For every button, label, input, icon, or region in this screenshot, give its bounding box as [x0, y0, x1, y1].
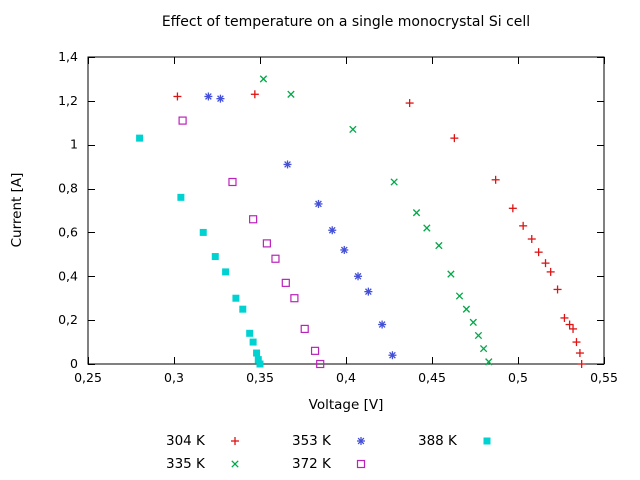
cross-marker-icon	[231, 459, 239, 468]
y-tick-label: 1,2	[58, 93, 78, 108]
y-tick-label: 0,4	[58, 268, 78, 283]
open-square-marker-icon	[356, 459, 366, 468]
x-tick-label: 0,35	[246, 370, 274, 385]
legend-label-353k: 353 K	[292, 432, 331, 449]
x-tick-label: 0,55	[590, 370, 618, 385]
series-388-k	[136, 134, 264, 368]
legend-label-335k: 335 K	[166, 455, 205, 472]
x-axis-label: Voltage [V]	[308, 397, 384, 413]
legend-label-304k: 304 K	[166, 432, 205, 449]
series-353-k	[204, 92, 397, 360]
legend-label-388k: 388 K	[418, 432, 457, 449]
series-304-k	[173, 90, 586, 368]
x-tick-label: 0,45	[418, 370, 446, 385]
legend-item-388k: 388 K	[418, 429, 544, 452]
chart-title: Effect of temperature on a single monocr…	[161, 14, 531, 30]
legend-item-335k: 335 K	[166, 452, 292, 475]
plot-border	[87, 56, 605, 365]
series-372-k	[178, 116, 325, 369]
filled-square-marker-icon	[483, 437, 491, 444]
x-tick-label: 0,4	[336, 370, 356, 385]
axis-ticks	[88, 57, 605, 365]
y-tick-label: 1,4	[58, 49, 78, 64]
legend-item-372k: 372 K	[292, 452, 418, 475]
legend: 304 K 353 K 388 K 335 K 372 K	[166, 429, 544, 475]
plus-marker-icon	[231, 436, 239, 445]
series-335-k	[259, 75, 493, 366]
legend-item-353k: 353 K	[292, 429, 418, 452]
x-tick-label: 0,3	[164, 370, 184, 385]
x-tick-label: 0,5	[508, 370, 528, 385]
y-tick-label: 0	[70, 356, 78, 371]
y-tick-label: 0,2	[58, 312, 78, 327]
legend-item-304k: 304 K	[166, 429, 292, 452]
legend-label-372k: 372 K	[292, 455, 331, 472]
y-tick-label: 0,8	[58, 181, 78, 196]
x-tick-label: 0,25	[74, 370, 102, 385]
y-tick-label: 1	[70, 137, 78, 152]
asterisk-marker-icon	[357, 436, 365, 445]
y-tick-label: 0,6	[58, 224, 78, 239]
